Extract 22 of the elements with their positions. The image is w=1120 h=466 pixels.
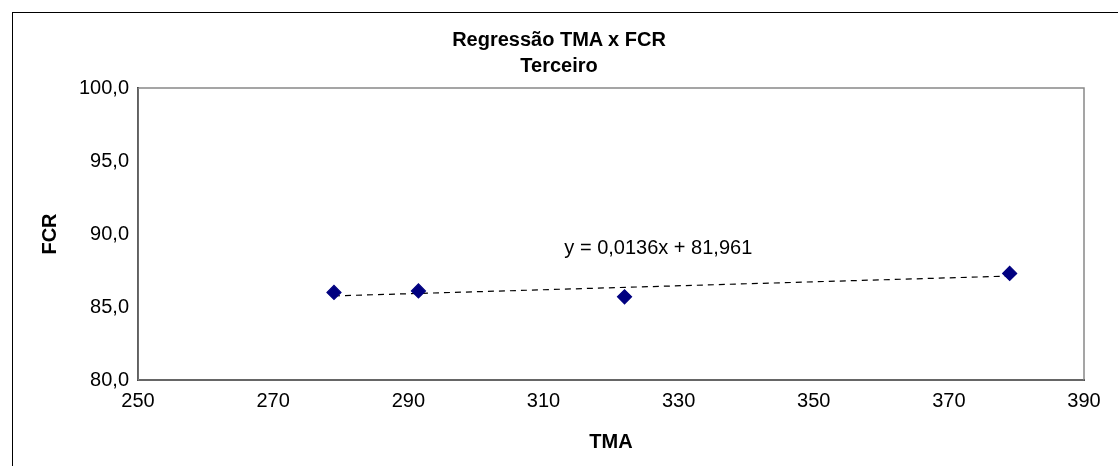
point	[326, 284, 342, 300]
y-tick-label: 85,0	[90, 294, 130, 317]
x-axis-title: TMA	[589, 429, 633, 452]
y-tick-label: 100,0	[78, 75, 130, 98]
x-tick-label: 290	[391, 388, 426, 411]
x-tick-label: 270	[256, 388, 290, 411]
y-axis-title: FCR	[37, 212, 60, 255]
point	[1002, 265, 1018, 282]
x-tick-label: 310	[526, 388, 561, 411]
chart-subtitle: Terceiro	[520, 53, 598, 76]
y-tick-label: 95,0	[90, 148, 130, 171]
point	[410, 283, 427, 299]
annotation: y = 0,0136x + 81,961	[564, 236, 753, 259]
y-tick-label: 90,0	[90, 221, 130, 244]
chart-title: Regressão TMA x FCR	[452, 27, 667, 50]
x-tick-label: 390	[1067, 388, 1101, 411]
point	[616, 289, 633, 305]
y-tick-label: 80,0	[90, 367, 130, 390]
x-tick-label: 330	[661, 388, 696, 411]
x-tick-label: 350	[797, 388, 831, 411]
x-tick-label: 250	[121, 388, 155, 411]
x-tick-label: 370	[932, 388, 966, 411]
